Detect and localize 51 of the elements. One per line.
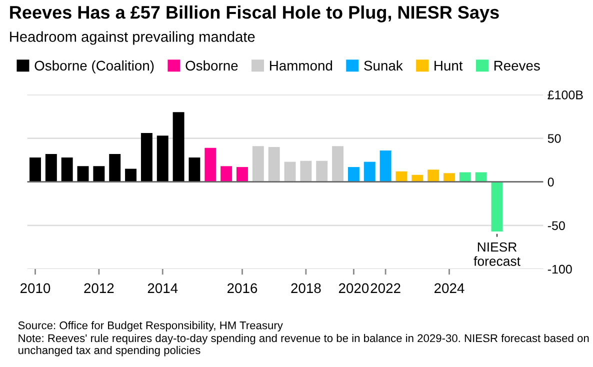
bar — [316, 160, 328, 182]
bar — [172, 112, 184, 182]
bar — [220, 166, 232, 182]
x-tick-label: 2014 — [148, 283, 178, 294]
bar — [252, 146, 264, 182]
annotation: NIESR forecast — [474, 242, 520, 266]
bar — [380, 150, 392, 182]
bar — [188, 157, 200, 182]
source-note: Source: Office for Budget Responsibility, HM Treasury — [18, 321, 283, 332]
bar — [109, 154, 121, 182]
x-tick-label: 2022 — [370, 283, 400, 294]
bar — [428, 170, 440, 182]
y-tick-label: £100B — [548, 90, 583, 100]
x-tick-label: 2020 — [338, 283, 369, 294]
bar — [125, 168, 137, 182]
legend-label: Reeves — [494, 60, 540, 71]
bar — [300, 160, 312, 182]
bar — [332, 146, 344, 182]
bar — [444, 173, 455, 182]
chart-subtitle: Headroom against prevailing mandate — [10, 31, 255, 45]
x-tick-label: 2018 — [291, 283, 321, 294]
x-tick-label: 2024 — [434, 283, 464, 294]
y-tick-label: -50 — [548, 221, 565, 230]
legend-label: Hammond — [270, 60, 332, 71]
legend-label: Sunak — [364, 60, 403, 71]
bar — [61, 157, 73, 182]
x-tick-label: 2016 — [227, 283, 258, 294]
bar — [77, 166, 89, 182]
x-tick-label: 2010 — [20, 283, 50, 294]
legend-label: Hunt — [434, 60, 463, 71]
bar — [491, 182, 503, 232]
bar — [284, 162, 296, 182]
bar — [93, 166, 105, 182]
bar — [30, 157, 41, 182]
bar — [396, 171, 408, 182]
text: Note: Reeves' rule requires day-to-day spending and revenue to be in balance in 2029-30. NIESR forecast based on unchanged tax and spending policies — [18, 334, 589, 356]
bar — [156, 136, 168, 182]
bar — [140, 133, 152, 182]
bar — [204, 148, 216, 182]
bar — [45, 154, 57, 182]
y-tick-label: 0 — [548, 178, 554, 186]
bar — [348, 167, 360, 182]
legend-label: Osborne (Coalition) — [34, 60, 154, 74]
bar — [236, 167, 248, 182]
y-tick-label: -100 — [548, 264, 572, 274]
bar — [268, 146, 280, 182]
y-tick-label: 50 — [548, 134, 561, 143]
bar — [364, 162, 376, 182]
x-tick-label: 2012 — [84, 283, 114, 294]
legend-label: Osborne — [186, 60, 238, 71]
chart-title: Reeves Has a £57 Billion Fiscal Hole to Plug, NIESR Says — [10, 6, 499, 22]
